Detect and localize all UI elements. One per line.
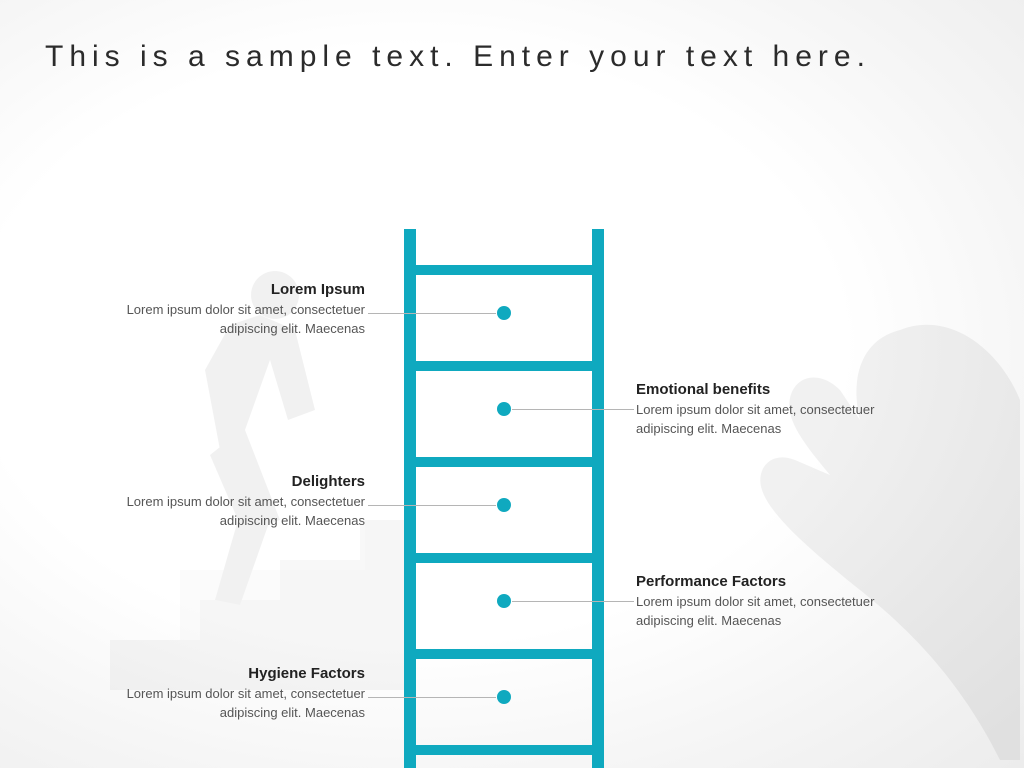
ladder-dot xyxy=(497,402,511,416)
connector-line xyxy=(368,505,496,506)
annotation-body: Lorem ipsum dolor sit amet, consectetuer… xyxy=(636,401,906,439)
connector-line xyxy=(368,313,496,314)
annotation-body: Lorem ipsum dolor sit amet, consectetuer… xyxy=(95,301,365,339)
ladder-cap xyxy=(592,229,604,235)
ladder-rung xyxy=(416,649,592,659)
ladder-rail-left xyxy=(404,235,416,768)
ladder-rung xyxy=(416,361,592,371)
connector-line xyxy=(512,601,634,602)
ladder-dot xyxy=(497,594,511,608)
ladder-rung xyxy=(416,553,592,563)
annotation-title: Delighters xyxy=(95,473,365,490)
annotation-block: Hygiene Factors Lorem ipsum dolor sit ame… xyxy=(95,665,365,723)
annotation-title: Emotional benefits xyxy=(636,381,906,398)
annotation-body: Lorem ipsum dolor sit amet, consectetuer… xyxy=(95,685,365,723)
connector-line xyxy=(368,697,496,698)
ladder-dot xyxy=(497,690,511,704)
annotation-title: Lorem Ipsum xyxy=(95,281,365,298)
ladder xyxy=(404,235,604,768)
ladder-rung xyxy=(416,265,592,275)
annotation-block: Delighters Lorem ipsum dolor sit amet, co… xyxy=(95,473,365,531)
ladder-rung xyxy=(416,457,592,467)
annotation-block: Lorem Ipsum Lorem ipsum dolor sit amet, c… xyxy=(95,281,365,339)
ladder-cap xyxy=(404,229,416,235)
annotation-title: Hygiene Factors xyxy=(95,665,365,682)
slide-title: This is a sample text. Enter your text h… xyxy=(45,35,871,79)
ladder-rail-right xyxy=(592,235,604,768)
annotation-block: Emotional benefits Lorem ipsum dolor sit … xyxy=(636,381,906,439)
annotation-title: Performance Factors xyxy=(636,573,906,590)
annotation-body: Lorem ipsum dolor sit amet, consectetuer… xyxy=(636,593,906,631)
annotation-block: Performance Factors Lorem ipsum dolor sit… xyxy=(636,573,906,631)
ladder-dot xyxy=(497,306,511,320)
connector-line xyxy=(512,409,634,410)
annotation-body: Lorem ipsum dolor sit amet, consectetuer… xyxy=(95,493,365,531)
ladder-rung xyxy=(416,745,592,755)
ladder-dot xyxy=(497,498,511,512)
hand-reaching-icon xyxy=(700,280,1020,760)
slide-canvas: This is a sample text. Enter your text h… xyxy=(0,0,1024,768)
